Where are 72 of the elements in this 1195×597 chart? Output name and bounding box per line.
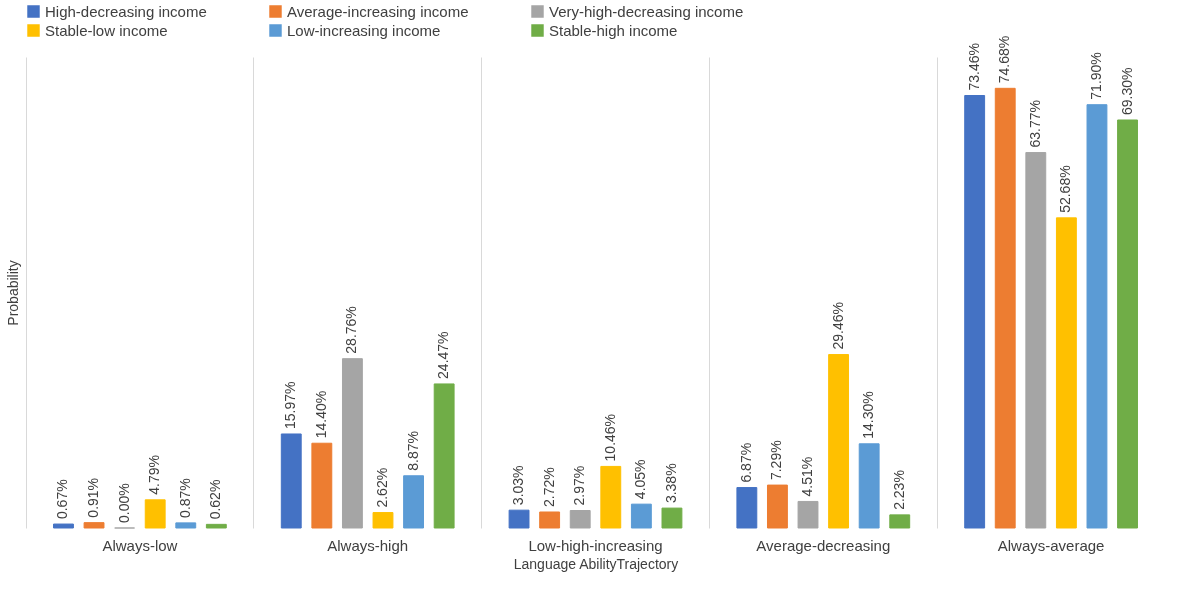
data-label: 2.72%: [540, 467, 557, 507]
bar: [539, 511, 561, 529]
data-label: 14.30%: [860, 391, 877, 439]
legend-label: High-decreasing income: [45, 2, 207, 20]
data-label: 0.67%: [54, 479, 71, 520]
x-tick-label: Average-decreasing: [756, 536, 891, 554]
data-label: 14.40%: [312, 390, 329, 439]
data-label: 69.30%: [1118, 67, 1135, 115]
bar: [736, 487, 758, 529]
data-label: 4.05%: [632, 459, 649, 500]
data-label: 2.97%: [571, 465, 588, 506]
bar: [964, 95, 986, 529]
data-label: 63.77%: [1026, 100, 1043, 148]
legend-label: Stable-high income: [549, 21, 678, 39]
data-label: 28.76%: [343, 306, 360, 354]
data-label: 2.62%: [373, 467, 390, 508]
data-label: 4.51%: [799, 456, 816, 497]
data-label: 74.68%: [996, 35, 1013, 84]
bar: [433, 383, 455, 529]
data-label: 3.38%: [662, 463, 679, 504]
data-label: 29.46%: [829, 302, 846, 350]
data-label: 0.00%: [115, 483, 132, 523]
data-label: 3.03%: [510, 465, 527, 506]
bar: [569, 510, 591, 529]
x-axis-title: Language AbilityTrajectory: [513, 555, 679, 572]
y-axis-title: Probability: [4, 260, 21, 326]
bar: [600, 465, 622, 529]
bar: [1025, 152, 1047, 529]
bar: [175, 522, 197, 529]
data-label: 10.46%: [601, 413, 618, 462]
bar: [83, 522, 105, 529]
bar: [508, 509, 530, 529]
bar: [797, 500, 819, 529]
x-tick-label: Low-high-increasing: [528, 536, 663, 554]
data-label: 4.79%: [146, 455, 163, 495]
data-label: 0.87%: [176, 478, 193, 518]
bar: [828, 354, 850, 529]
data-label: 24.47%: [435, 331, 452, 379]
bar: [889, 514, 911, 529]
bar: [205, 523, 227, 529]
data-label: 73.46%: [965, 43, 982, 91]
bar: [661, 507, 683, 529]
bar: [767, 484, 788, 529]
x-tick-label: Always-average: [997, 536, 1105, 554]
bar: [858, 443, 880, 529]
bar: [280, 433, 302, 529]
data-label: 7.29%: [768, 440, 785, 481]
x-tick-label: Always-low: [102, 536, 178, 554]
data-label: 6.87%: [737, 442, 754, 483]
data-label: 2.23%: [890, 470, 907, 510]
bar: [403, 475, 424, 529]
legend-label: Low-increasing income: [287, 21, 441, 39]
data-label: 0.91%: [85, 477, 102, 518]
data-label: 0.62%: [207, 479, 224, 520]
data-label: 8.87%: [404, 431, 421, 471]
data-label: 15.97%: [282, 381, 299, 429]
bar: [1055, 217, 1077, 529]
bar: [372, 512, 394, 529]
data-label: 52.68%: [1057, 165, 1074, 213]
data-label: 71.90%: [1087, 52, 1104, 100]
bar: [144, 499, 166, 529]
bar: [341, 358, 363, 529]
legend-label: Very-high-decreasing income: [549, 2, 744, 20]
legend-label: Average-increasing income: [287, 2, 469, 20]
bar: [630, 503, 652, 529]
x-tick-label: Always-high: [327, 536, 409, 554]
bar: [1117, 119, 1138, 529]
bar: [994, 87, 1016, 529]
legend-label: Stable-low income: [45, 21, 168, 39]
bar: [53, 523, 74, 529]
bar: [311, 442, 333, 529]
bar: [1086, 104, 1108, 529]
